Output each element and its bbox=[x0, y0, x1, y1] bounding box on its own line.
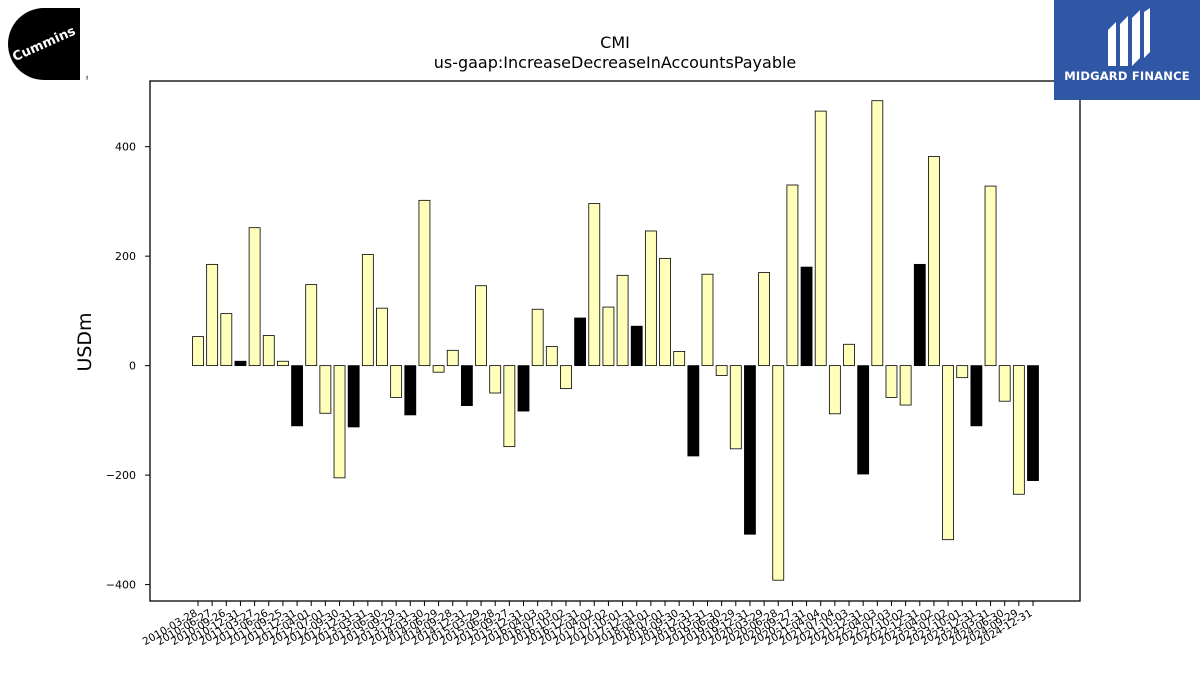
bar-2020-06-28 bbox=[772, 365, 785, 581]
bar-2013-12-31 bbox=[404, 365, 417, 416]
cummins-logo: Cummins ® bbox=[4, 4, 91, 82]
bar-2022-04-03 bbox=[871, 100, 884, 367]
y-tick-label: −200 bbox=[106, 469, 136, 482]
bar-2013-09-29 bbox=[390, 365, 403, 398]
bar-2011-12-31 bbox=[291, 365, 303, 427]
bar-2017-04-02 bbox=[588, 203, 601, 367]
bar-2020-03-29 bbox=[758, 272, 770, 367]
bar-group bbox=[192, 100, 1039, 581]
brand-name: MIDGARD FINANCE bbox=[1064, 69, 1190, 83]
bar-2020-09-27 bbox=[786, 184, 799, 367]
bar-2012-04-01 bbox=[305, 284, 318, 367]
bar-2010-09-26 bbox=[220, 313, 233, 367]
bar-2022-07-03 bbox=[885, 365, 898, 398]
bar-2017-12-31 bbox=[630, 325, 643, 367]
bar-2015-09-27 bbox=[503, 365, 516, 448]
bar-2024-12-31 bbox=[1027, 365, 1039, 481]
bar-2010-12-31 bbox=[234, 360, 247, 367]
bar-2021-10-03 bbox=[843, 343, 855, 367]
bar-2019-06-30 bbox=[715, 365, 728, 376]
bar-2018-12-31 bbox=[687, 365, 700, 457]
y-axis: −400 −200 0 200 400 bbox=[106, 141, 150, 592]
bar-2015-03-29 bbox=[475, 285, 487, 367]
bar-2023-10-01 bbox=[956, 365, 969, 379]
bar-2020-12-31 bbox=[800, 266, 813, 367]
bar-2021-12-31 bbox=[857, 365, 870, 475]
bar-2011-09-25 bbox=[277, 360, 289, 367]
chart-subtitle: us-gaap:IncreaseDecreaseInAccountsPayabl… bbox=[434, 53, 797, 72]
bar-2013-03-31 bbox=[361, 254, 374, 367]
bar-2018-04-01 bbox=[644, 230, 657, 367]
bar-2019-09-29 bbox=[729, 365, 742, 450]
bar-2024-06-30 bbox=[998, 365, 1011, 402]
bar-2017-07-02 bbox=[602, 306, 615, 367]
bar-2012-12-31 bbox=[347, 365, 360, 428]
y-tick-label: 200 bbox=[115, 250, 136, 263]
bar-2019-12-31 bbox=[744, 365, 756, 535]
bar-2018-09-30 bbox=[673, 350, 686, 367]
bar-2019-03-31 bbox=[701, 273, 714, 367]
bar-2013-06-30 bbox=[376, 307, 388, 367]
bar-2023-04-02 bbox=[928, 156, 940, 367]
bar-2016-10-02 bbox=[560, 365, 572, 390]
bar-2018-07-01 bbox=[659, 257, 671, 367]
bar-2014-09-28 bbox=[446, 349, 459, 367]
x-axis: 2010-03-282010-06-272010-09-262010-12-31… bbox=[141, 601, 1035, 648]
bar-2021-04-04 bbox=[814, 110, 827, 367]
y-tick-label: 400 bbox=[115, 141, 136, 154]
midgard-mark-icon bbox=[1108, 8, 1150, 66]
svg-text:®: ® bbox=[85, 75, 88, 82]
bar-2012-09-30 bbox=[333, 365, 346, 479]
bar-2017-10-01 bbox=[616, 274, 629, 367]
chart-title: CMI bbox=[600, 33, 630, 52]
bar-2024-09-29 bbox=[1012, 365, 1025, 495]
bar-2016-07-03 bbox=[545, 346, 558, 367]
plot-frame bbox=[149, 80, 1081, 602]
bar-2016-12-31 bbox=[574, 317, 587, 367]
bar-2012-07-01 bbox=[319, 365, 332, 414]
bar-2014-12-31 bbox=[460, 365, 473, 406]
midgard-finance-logo: MIDGARD FINANCE bbox=[1054, 0, 1200, 100]
bar-2015-12-31 bbox=[517, 365, 530, 412]
bar-2011-06-26 bbox=[262, 335, 275, 367]
bar-2014-03-30 bbox=[418, 199, 431, 367]
y-axis-label: USDm bbox=[74, 312, 96, 371]
bar-2023-07-02 bbox=[942, 365, 954, 541]
bar-2023-12-31 bbox=[970, 365, 983, 427]
y-tick-label: 0 bbox=[129, 360, 136, 373]
bar-2010-06-27 bbox=[206, 263, 219, 367]
bar-2015-06-28 bbox=[489, 365, 502, 394]
bar-2024-03-31 bbox=[984, 185, 997, 367]
bar-2021-07-04 bbox=[828, 365, 841, 415]
bar-2014-06-29 bbox=[432, 365, 445, 373]
bar-2011-03-27 bbox=[248, 227, 261, 367]
bar-2016-04-03 bbox=[531, 308, 544, 367]
bar-2022-10-02 bbox=[899, 365, 912, 406]
y-tick-label: −400 bbox=[106, 579, 136, 592]
bar-2022-12-31 bbox=[913, 263, 926, 367]
bar-2010-03-28 bbox=[192, 336, 204, 367]
